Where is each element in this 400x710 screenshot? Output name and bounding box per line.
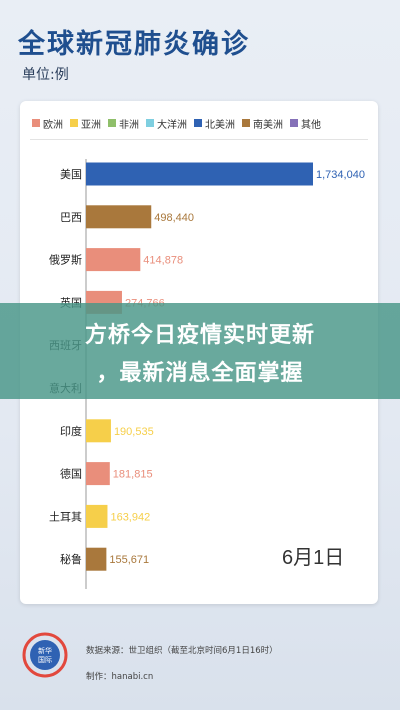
bar: [86, 419, 111, 443]
legend-item-asia: 亚洲: [70, 116, 101, 131]
legend-divider: [30, 139, 368, 140]
headline-banner: 方桥今日疫情实时更新 ，最新消息全面掌握: [0, 303, 400, 399]
legend-label: 亚洲: [81, 119, 101, 131]
banner-line-1: 方桥今日疫情实时更新: [84, 323, 315, 348]
legend-item-other: 其他: [290, 116, 321, 131]
bar-value-label: 1,734,040: [316, 169, 365, 181]
bar-value-label: 498,440: [154, 212, 194, 224]
bar: [86, 547, 107, 571]
category-label: 印度: [60, 424, 82, 438]
svg-text:国际: 国际: [38, 655, 52, 664]
page-title: 全球新冠肺炎确诊: [18, 29, 250, 60]
legend-swatch: [32, 119, 40, 127]
bar: [86, 205, 152, 229]
category-label: 巴西: [60, 211, 82, 224]
bar-value-label: 155,671: [109, 554, 149, 566]
bar-value-label: 163,942: [110, 511, 150, 523]
legend-swatch: [242, 119, 250, 127]
bar-value-label: 181,815: [113, 469, 153, 481]
footer-source: 数据来源：世卫组织（截至北京时间6月1日16时）: [86, 646, 278, 656]
legend-item-europe: 欧洲: [32, 116, 63, 131]
bar: [86, 462, 110, 486]
bar-value-label: 190,535: [114, 426, 154, 438]
bar-value-label: 414,878: [143, 255, 183, 267]
legend-swatch: [108, 119, 116, 127]
legend-label: 大洋洲: [157, 119, 187, 131]
svg-text:新华: 新华: [38, 646, 52, 655]
legend-swatch: [290, 119, 298, 127]
category-label: 土耳其: [49, 510, 82, 523]
category-label: 秘鲁: [60, 552, 82, 566]
bar: [86, 248, 141, 272]
legend-label: 非洲: [119, 119, 139, 131]
legend-swatch: [194, 119, 202, 127]
legend-label: 北美洲: [205, 119, 235, 131]
legend-label: 欧洲: [43, 119, 63, 131]
legend-item-south-america: 南美洲: [242, 116, 283, 131]
legend-label: 南美洲: [253, 119, 283, 131]
legend-swatch: [146, 119, 154, 127]
legend-item-north-america: 北美洲: [194, 116, 235, 131]
footer-maker: 制作：hanabi.cn: [86, 672, 154, 682]
category-label: 美国: [60, 168, 82, 181]
date-label: 6月1日: [282, 547, 345, 569]
category-label: 德国: [60, 467, 82, 481]
legend-item-oceania: 大洋洲: [146, 116, 187, 131]
unit-label: 单位:例: [22, 67, 69, 83]
bar: [86, 504, 108, 528]
legend-swatch: [70, 119, 78, 127]
category-label: 俄罗斯: [49, 254, 82, 267]
bar: [86, 162, 313, 186]
xinhua-logo-icon: 新华 国际: [22, 632, 68, 678]
banner-line-2: ，最新消息全面掌握: [96, 361, 304, 386]
chart-legend: 欧洲 亚洲 非洲 大洋洲 北美洲 南美洲 其他: [32, 113, 370, 133]
legend-item-africa: 非洲: [108, 116, 139, 131]
legend-label: 其他: [301, 119, 321, 131]
bar-chart: 美国1,734,040巴西498,440俄罗斯414,878英国274,766西…: [49, 159, 365, 589]
